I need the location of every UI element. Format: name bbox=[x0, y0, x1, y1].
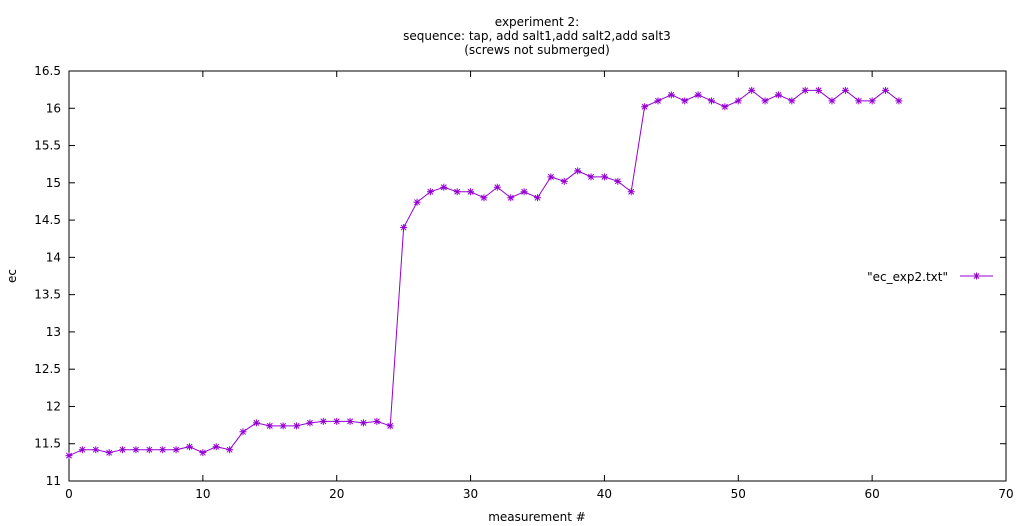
data-point-marker bbox=[681, 97, 689, 105]
data-point-marker bbox=[440, 183, 448, 191]
data-point-marker bbox=[413, 198, 421, 206]
data-point-marker bbox=[734, 97, 742, 105]
data-point-marker bbox=[882, 86, 890, 94]
series-line bbox=[68, 89, 900, 457]
y-tick-label: 12.5 bbox=[34, 362, 61, 376]
data-point-marker bbox=[359, 419, 367, 427]
data-point-marker bbox=[708, 97, 716, 105]
data-point-marker bbox=[520, 188, 528, 196]
x-tick-label: 50 bbox=[731, 487, 746, 501]
data-point-marker bbox=[226, 446, 234, 454]
data-point-marker bbox=[239, 428, 247, 436]
data-point-marker bbox=[828, 97, 836, 105]
data-point-marker bbox=[78, 446, 86, 454]
data-point-marker bbox=[119, 446, 127, 454]
x-tick-label: 0 bbox=[65, 487, 73, 501]
data-point-marker bbox=[453, 188, 461, 196]
data-point-marker bbox=[65, 452, 73, 460]
y-tick-label: 13.5 bbox=[34, 288, 61, 302]
data-point-marker bbox=[319, 417, 327, 425]
data-point-marker bbox=[801, 86, 809, 94]
data-point-marker bbox=[614, 177, 622, 185]
y-axis-label: ec bbox=[5, 269, 19, 283]
y-tick-label: 11 bbox=[46, 474, 61, 488]
data-point-marker bbox=[480, 194, 488, 202]
y-tick-label: 15 bbox=[46, 176, 61, 190]
data-point-marker bbox=[386, 422, 394, 430]
data-point-marker bbox=[841, 86, 849, 94]
data-point-marker bbox=[667, 91, 675, 99]
y-tick-label: 15.5 bbox=[34, 139, 61, 153]
data-point-marker bbox=[694, 91, 702, 99]
data-point-marker bbox=[92, 446, 100, 454]
y-tick-label: 12 bbox=[46, 399, 61, 413]
data-point-marker bbox=[855, 97, 863, 105]
data-point-marker bbox=[748, 86, 756, 94]
x-tick-label: 30 bbox=[463, 487, 478, 501]
data-point-marker bbox=[815, 86, 823, 94]
data-point-marker bbox=[333, 417, 341, 425]
data-point-marker bbox=[373, 417, 381, 425]
x-tick-label: 20 bbox=[329, 487, 344, 501]
data-point-marker bbox=[105, 449, 113, 457]
legend-marker bbox=[973, 272, 980, 280]
series-group bbox=[65, 86, 903, 460]
data-point-marker bbox=[600, 173, 608, 181]
data-point-marker bbox=[721, 103, 729, 111]
data-point-marker bbox=[293, 422, 301, 430]
legend: "ec_exp2.txt" bbox=[867, 270, 993, 284]
x-axis-label: measurement # bbox=[488, 510, 586, 524]
y-tick-label: 16 bbox=[46, 101, 61, 115]
x-tick-label: 60 bbox=[865, 487, 880, 501]
data-point-marker bbox=[641, 103, 649, 111]
y-tick-label: 13 bbox=[46, 325, 61, 339]
data-point-marker bbox=[199, 449, 207, 457]
data-point-marker bbox=[212, 443, 220, 451]
data-point-marker bbox=[172, 446, 180, 454]
data-point-marker bbox=[346, 417, 354, 425]
data-point-marker bbox=[654, 97, 662, 105]
data-point-marker bbox=[547, 173, 555, 181]
plot-area-frame bbox=[68, 70, 1007, 482]
data-point-marker bbox=[507, 194, 515, 202]
x-tick-label: 10 bbox=[195, 487, 210, 501]
data-point-marker bbox=[761, 97, 769, 105]
data-point-marker bbox=[400, 224, 408, 232]
x-tick-label: 70 bbox=[998, 487, 1013, 501]
data-point-marker bbox=[467, 188, 475, 196]
x-axis: 0 10 20 30 40 50 60 70 bbox=[65, 71, 1014, 501]
data-point-marker bbox=[306, 419, 314, 427]
data-point-marker bbox=[185, 443, 193, 451]
data-point-marker bbox=[574, 167, 582, 175]
data-point-marker bbox=[132, 446, 140, 454]
data-point-marker bbox=[774, 91, 782, 99]
data-point-marker bbox=[627, 188, 635, 196]
data-point-marker bbox=[266, 422, 274, 430]
y-tick-label: 16.5 bbox=[34, 64, 61, 78]
title-line: (screws not submerged) bbox=[464, 43, 610, 57]
data-point-marker bbox=[279, 422, 287, 430]
data-point-marker bbox=[895, 97, 903, 105]
y-tick-label: 14 bbox=[46, 250, 61, 264]
data-point-marker bbox=[145, 446, 153, 454]
x-tick-label: 40 bbox=[597, 487, 612, 501]
data-point-marker bbox=[868, 97, 876, 105]
data-point-marker bbox=[788, 97, 796, 105]
title-line: experiment 2: bbox=[495, 15, 579, 29]
data-point-marker bbox=[587, 173, 595, 181]
y-axis: 11 11.5 12 12.5 13 13.5 14 14.5 15 15.5 16 16.5 bbox=[34, 64, 1006, 488]
chart-title: experiment 2:sequence: tap, add salt1,ad… bbox=[403, 15, 671, 57]
data-point-marker bbox=[493, 183, 501, 191]
data-point-marker bbox=[560, 177, 568, 185]
data-point-marker bbox=[159, 446, 167, 454]
y-tick-label: 11.5 bbox=[34, 437, 61, 451]
title-line: sequence: tap, add salt1,add salt2,add s… bbox=[403, 29, 671, 43]
data-point-marker bbox=[426, 188, 434, 196]
y-tick-label: 14.5 bbox=[34, 213, 61, 227]
data-point-marker bbox=[252, 419, 260, 427]
data-point-marker bbox=[534, 194, 541, 202]
legend-label: "ec_exp2.txt" bbox=[867, 270, 948, 284]
